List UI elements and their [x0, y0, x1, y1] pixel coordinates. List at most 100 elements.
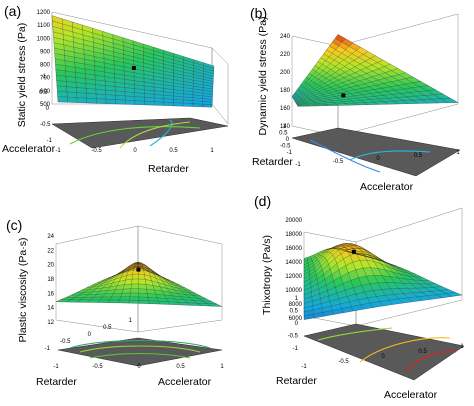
surface-cell	[330, 84, 341, 90]
surface-cell	[134, 92, 145, 98]
panel-c-ylabel: Retarder	[36, 376, 77, 388]
surface-cell	[298, 94, 306, 98]
z-tick-label: 160	[280, 106, 291, 112]
surface-cell	[97, 279, 107, 283]
surface-cell	[56, 299, 71, 303]
x-tick-label: 0	[137, 364, 141, 370]
surface-cell	[193, 74, 204, 80]
surface-cell	[332, 93, 343, 97]
z-tick-label: 10000	[285, 288, 302, 294]
surface-cell	[163, 70, 174, 77]
surface-cell	[314, 254, 321, 259]
surface-cell	[123, 54, 134, 61]
surface-cell	[183, 96, 193, 101]
surface-cell	[173, 69, 184, 76]
surface-cell	[308, 262, 314, 269]
surface-cell	[203, 76, 214, 82]
surface-cell	[143, 62, 154, 69]
x-tick-label: 0	[381, 354, 385, 360]
panel-a-z-ticks: 500 600 700 800 900 1000 1100 1200	[37, 10, 51, 108]
z-tick-label: 200	[280, 70, 291, 76]
surface-cell	[104, 71, 115, 78]
surface-cell	[103, 40, 114, 48]
surface-cell	[103, 278, 113, 283]
mesh-line	[294, 64, 391, 102]
surface-cell	[302, 90, 310, 95]
surface-cell	[169, 281, 180, 287]
surface-cell	[105, 94, 116, 100]
z-tick-label: 16	[47, 291, 54, 297]
surface-cell	[203, 73, 214, 79]
mesh-line	[293, 51, 369, 100]
surface-cell	[377, 268, 390, 277]
surface-cell	[169, 292, 181, 297]
mesh-line	[335, 38, 449, 103]
mesh-line	[211, 65, 215, 108]
panel-d-contour	[317, 327, 393, 341]
surface-cell	[110, 281, 120, 287]
surface-cell	[123, 50, 134, 57]
surface-cell	[340, 84, 351, 90]
surface-cell	[183, 62, 194, 69]
surface-cell	[123, 41, 134, 49]
surface-cell	[329, 91, 340, 95]
surface-cell	[416, 287, 431, 293]
surface-cell	[439, 289, 456, 294]
panel-b-marker	[341, 93, 346, 98]
mesh-line	[303, 244, 376, 269]
surface-cell	[95, 84, 106, 91]
surface-cell	[310, 283, 319, 292]
surface-cell	[314, 85, 322, 91]
panel-b-x-ticks: -1 -0.5 0 0.5 1	[295, 150, 460, 168]
surface-cell	[372, 74, 385, 81]
surface-cell	[379, 300, 393, 307]
surface-cell	[304, 278, 311, 287]
surface-cell	[312, 71, 320, 78]
mesh-line	[117, 261, 160, 276]
surface-cell	[183, 99, 193, 104]
surface-cell	[82, 25, 93, 33]
surface-cell	[143, 270, 151, 277]
surface-cell	[304, 263, 309, 269]
x-tick-label: -0.5	[91, 148, 102, 154]
y-tick-label: 0	[286, 137, 290, 143]
y-tick-label: 0.5	[39, 90, 48, 96]
surface-cell	[305, 85, 313, 91]
panel-a-contour	[69, 126, 201, 145]
surface-cell	[203, 79, 214, 85]
surface-cell	[154, 274, 162, 281]
surface-cell	[183, 65, 194, 72]
surface-cell	[409, 91, 425, 97]
surface-cell	[85, 83, 96, 90]
surface-cell	[133, 60, 144, 67]
surface-cell	[296, 103, 307, 106]
mesh-line	[122, 262, 154, 274]
surface-cell	[343, 87, 355, 92]
surface-cell	[440, 98, 458, 103]
mesh-line	[333, 243, 394, 305]
surface-cell	[72, 21, 83, 30]
surface-cell	[134, 96, 145, 102]
z-tick-label: 18	[47, 277, 54, 283]
surface-cell	[183, 56, 194, 63]
surface-cell	[343, 280, 354, 291]
surface-cell	[167, 282, 178, 289]
z-tick-label: 700	[40, 76, 51, 82]
surface-cell	[347, 53, 359, 61]
surface-cell	[328, 258, 337, 269]
surface-cell	[56, 85, 67, 92]
surface-cell	[322, 264, 331, 275]
surface-cell	[321, 85, 331, 90]
surface-cell	[345, 287, 356, 297]
mesh-line	[137, 266, 223, 307]
surface-cell	[326, 255, 335, 265]
surface-cell	[102, 293, 114, 298]
surface-cell	[315, 265, 323, 275]
panel-c-z-ticks: 12 14 16 18 20 22 24	[47, 234, 54, 326]
surface-cell	[321, 78, 330, 84]
surface-cell	[106, 279, 116, 285]
z-tick-label: 180	[280, 88, 291, 94]
surface-cell	[125, 95, 135, 101]
surface-cell	[333, 245, 342, 249]
